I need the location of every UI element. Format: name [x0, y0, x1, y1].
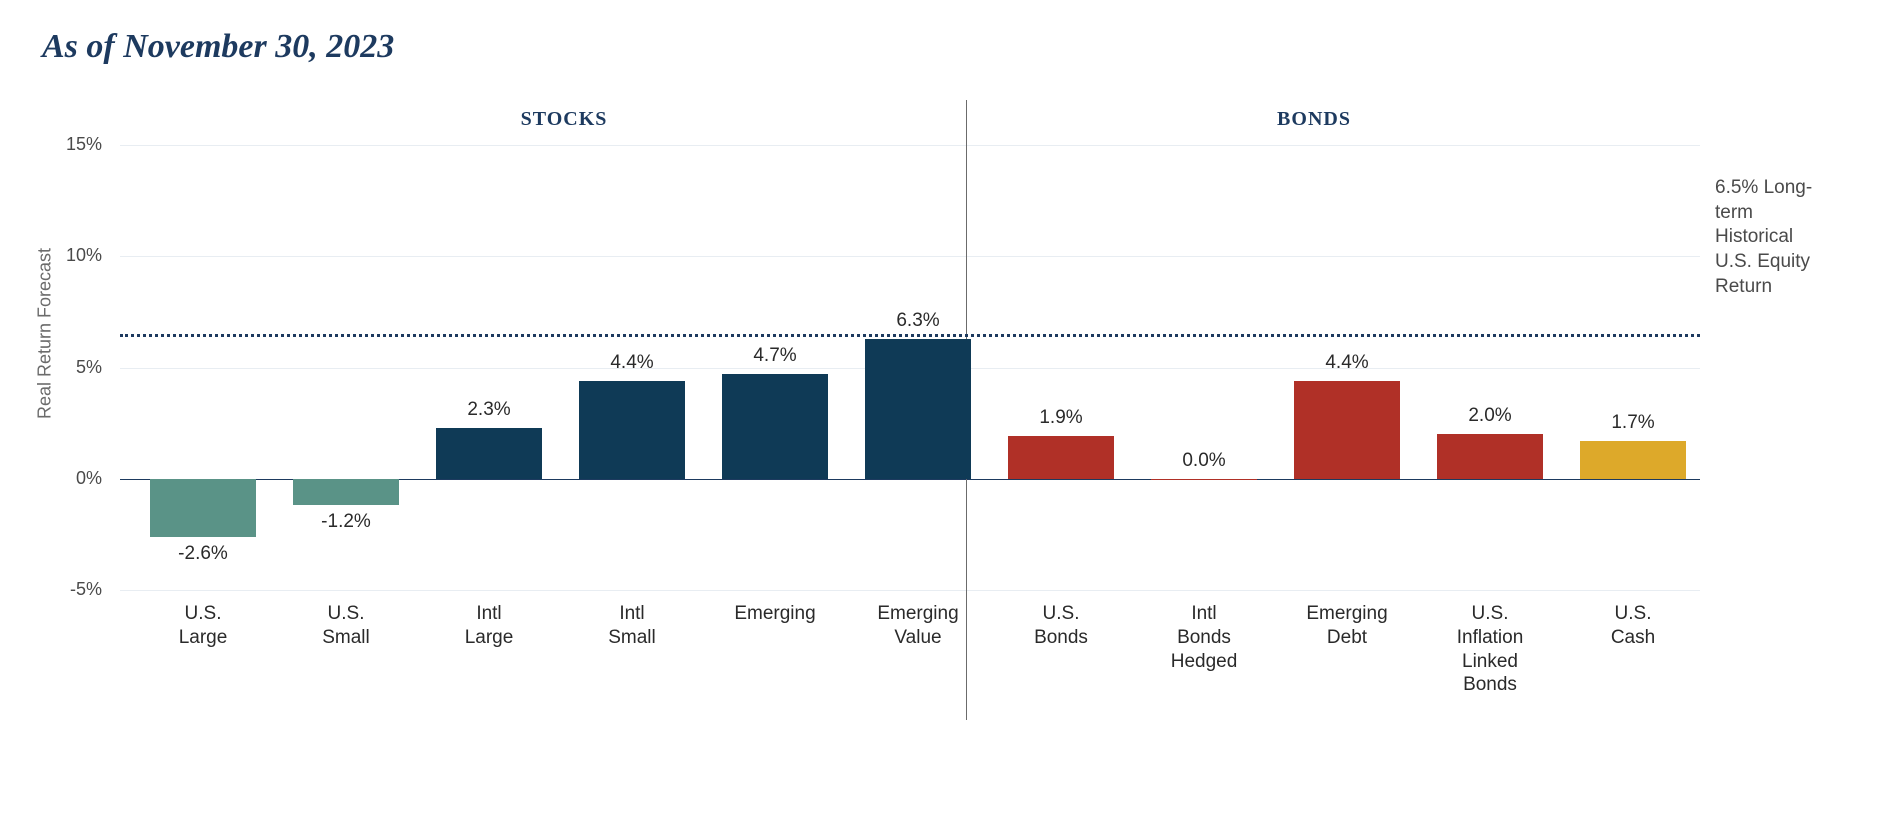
category-label: U.S.InflationLinkedBonds — [1420, 602, 1560, 697]
bar-value-label: 1.9% — [993, 407, 1129, 429]
bar-value-label: 2.0% — [1422, 405, 1558, 427]
category-label: U.S.Cash — [1563, 602, 1703, 650]
bar-value-label: 4.7% — [707, 345, 843, 367]
gridline — [120, 590, 1700, 591]
return-forecast-chart: -5%0%5%10%15%STOCKSBONDS6.5% Long-termHi… — [0, 100, 1896, 820]
bar — [1151, 479, 1257, 480]
section-header: BONDS — [1214, 108, 1414, 131]
bar-value-label: 0.0% — [1136, 450, 1272, 472]
category-label: IntlLarge — [419, 602, 559, 650]
bar-value-label: -2.6% — [135, 543, 271, 565]
category-label: IntlSmall — [562, 602, 702, 650]
reference-line — [120, 334, 1700, 337]
bar — [722, 374, 828, 479]
bar — [865, 339, 971, 479]
bar — [1294, 381, 1400, 479]
category-label: EmergingValue — [848, 602, 988, 650]
gridline — [120, 145, 1700, 146]
gridline — [120, 256, 1700, 257]
y-tick-label: 15% — [0, 134, 102, 155]
category-label: U.S.Small — [276, 602, 416, 650]
bar-value-label: -1.2% — [278, 511, 414, 533]
category-label: IntlBondsHedged — [1134, 602, 1274, 673]
category-label: U.S.Large — [133, 602, 273, 650]
bar-value-label: 1.7% — [1565, 412, 1701, 434]
y-tick-label: -5% — [0, 579, 102, 600]
bar-value-label: 4.4% — [1279, 352, 1415, 374]
page-title: As of November 30, 2023 — [42, 28, 394, 66]
category-label: EmergingDebt — [1277, 602, 1417, 650]
bar — [436, 428, 542, 479]
bar — [579, 381, 685, 479]
reference-line-label: 6.5% Long-termHistoricalU.S. EquityRetur… — [1715, 176, 1885, 299]
category-label: Emerging — [705, 602, 845, 626]
y-axis-label: Real Return Forecast — [35, 234, 56, 434]
bar-value-label: 2.3% — [421, 399, 557, 421]
y-tick-label: 0% — [0, 468, 102, 489]
bar — [1437, 434, 1543, 479]
bar-value-label: 6.3% — [850, 310, 986, 332]
section-header: STOCKS — [464, 108, 664, 131]
bar — [293, 479, 399, 506]
bar — [1008, 436, 1114, 478]
bar-value-label: 4.4% — [564, 352, 700, 374]
category-label: U.S.Bonds — [991, 602, 1131, 650]
bar — [150, 479, 256, 537]
bar — [1580, 441, 1686, 479]
